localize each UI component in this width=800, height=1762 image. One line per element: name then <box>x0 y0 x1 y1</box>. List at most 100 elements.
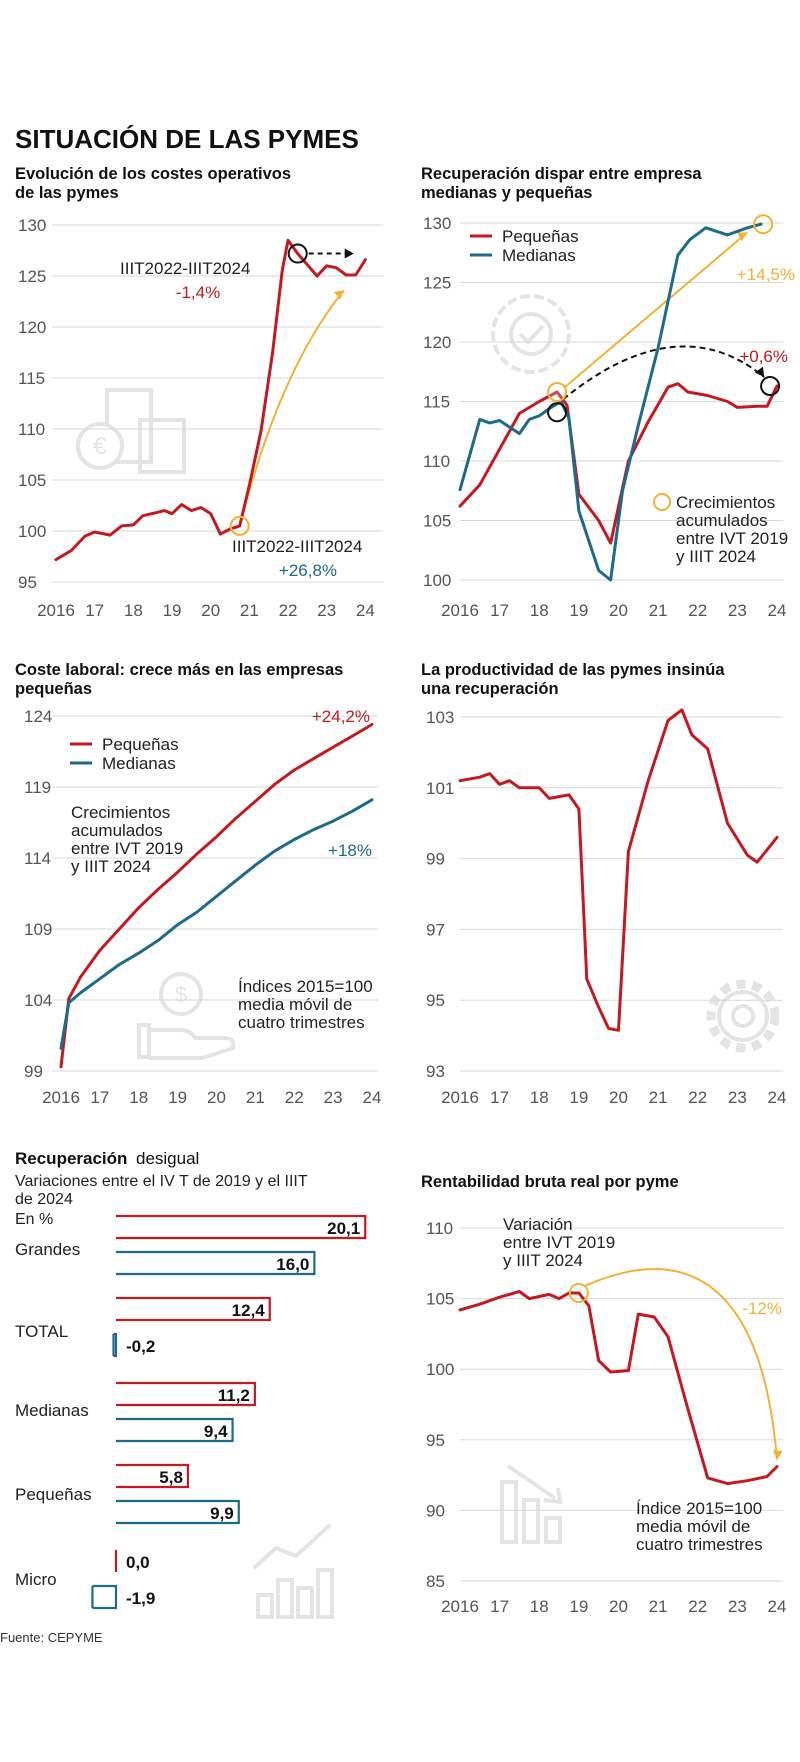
y-tick-label: 119 <box>24 778 51 797</box>
x-tick-label: 18 <box>124 601 143 620</box>
x-tick-label: 2016 <box>441 1597 479 1616</box>
end-marker <box>760 376 781 397</box>
x-tick-label: 23 <box>728 1088 747 1107</box>
y-tick-label: 99 <box>24 1062 43 1081</box>
coin-stack-icon <box>138 418 186 474</box>
x-tick-label: 2016 <box>37 601 75 620</box>
bar-chart-subtitle: de 2024 <box>15 1191 73 1208</box>
y-tick-label: 110 <box>423 452 450 471</box>
x-tick-label: 19 <box>569 601 588 620</box>
annotation-label: IIIT2022-IIIT2024 <box>120 259 250 278</box>
chart-title: La productividad de las pymes insinúa <box>421 661 725 679</box>
x-tick-label: 19 <box>569 1597 588 1616</box>
chart-title: medianas y pequeñas <box>421 184 593 202</box>
growth-chart-icon <box>276 1578 294 1619</box>
arrow-head <box>772 1450 783 1460</box>
arrow-head <box>754 366 765 378</box>
y-tick-label: 99 <box>426 850 445 869</box>
badge-icon <box>491 294 571 374</box>
badge-icon <box>509 312 553 356</box>
annotation-value: +0,6% <box>739 347 788 366</box>
y-tick-label: 105 <box>423 512 451 531</box>
x-tick-label: 21 <box>240 601 259 620</box>
arrow-head <box>736 232 748 242</box>
y-tick-label: 90 <box>426 1501 445 1520</box>
x-tick-label: 22 <box>688 1597 707 1616</box>
x-tick-label: 17 <box>490 1088 509 1107</box>
category-label: TOTAL <box>15 1322 68 1341</box>
x-tick-label: 17 <box>490 1597 509 1616</box>
series-line-rentabilidad <box>458 1290 779 1486</box>
x-tick-label: 18 <box>129 1088 148 1107</box>
trend-arrow <box>238 289 345 527</box>
arrow-head <box>344 248 354 259</box>
y-tick-label: 124 <box>24 707 52 726</box>
legend-label: Pequeñas <box>502 227 579 246</box>
x-tick-label: 2016 <box>441 601 479 620</box>
x-tick-label: 18 <box>530 601 549 620</box>
annotation-note: y IIIT 2024 <box>503 1251 583 1270</box>
y-tick-label: 95 <box>18 573 37 592</box>
bar-value-label: 20,1 <box>327 1219 360 1238</box>
series-line-productividad <box>458 708 779 1032</box>
decline-chart-icon <box>522 1498 540 1544</box>
decline-chart-icon <box>506 1464 557 1500</box>
x-tick-label: 18 <box>530 1088 549 1107</box>
category-label: Medianas <box>15 1401 89 1420</box>
y-tick-label: 114 <box>24 849 51 868</box>
annotation-label: IIIT2022-IIIT2024 <box>232 537 362 556</box>
y-tick-label: 95 <box>426 991 445 1010</box>
x-tick-label: 19 <box>163 601 182 620</box>
legend-label: Medianas <box>102 754 176 773</box>
y-tick-label: 110 <box>426 1219 453 1238</box>
y-tick-label: 130 <box>18 216 46 235</box>
category-label: Pequeñas <box>15 1485 92 1504</box>
annotation-note: entre IVT 2019 <box>676 529 788 548</box>
annotation-note: y IIIT 2024 <box>71 857 151 876</box>
bar-value-label: 11,2 <box>218 1386 250 1405</box>
start-marker <box>568 1282 589 1303</box>
x-tick-label: 2016 <box>441 1088 479 1107</box>
x-tick-label: 19 <box>569 1088 588 1107</box>
annotation-value: +14,5% <box>737 265 795 284</box>
series-line-costes-operativos <box>54 238 367 562</box>
dashed-arrow <box>562 345 765 401</box>
y-tick-label: 130 <box>423 214 451 233</box>
x-tick-label: 24 <box>768 601 787 620</box>
chart-title: Evolución de los costes operativos <box>15 165 291 183</box>
x-tick-label: 24 <box>768 1597 787 1616</box>
annotation-note: acumulados <box>676 511 768 530</box>
x-tick-label: 21 <box>649 1088 668 1107</box>
annotation-note: entre IVT 2019 <box>503 1233 615 1252</box>
bar-pequeñas <box>116 1296 271 1322</box>
bar-medianas <box>113 1332 118 1358</box>
start-marker <box>287 243 308 264</box>
gear-icon <box>706 979 780 1053</box>
annotation-note: Índice 2015=100 <box>636 1499 762 1518</box>
annotation-value: +26,8% <box>279 561 337 580</box>
series-line-pequeñas <box>59 723 374 1069</box>
y-tick-label: 125 <box>18 267 46 286</box>
annotation-note: cuatro trimestres <box>238 1013 365 1032</box>
x-tick-label: 18 <box>530 1597 549 1616</box>
start-marker <box>547 402 568 423</box>
x-tick-label: 20 <box>609 1597 628 1616</box>
bar-chart-subtitle: Variaciones entre el IV T de 2019 y el I… <box>15 1173 308 1190</box>
y-tick-label: 120 <box>423 333 451 352</box>
x-tick-label: 21 <box>649 601 668 620</box>
legend-marker <box>653 493 671 511</box>
bar-value-label: 5,8 <box>159 1468 183 1487</box>
growth-chart-icon <box>296 1586 314 1619</box>
bar-medianas <box>116 1250 316 1276</box>
x-tick-label: 23 <box>317 601 336 620</box>
x-tick-label: 23 <box>728 1597 747 1616</box>
gear-icon <box>717 990 769 1042</box>
trend-arrow <box>564 231 748 388</box>
series-line-medianas <box>458 222 763 582</box>
dollar-icon: $ <box>175 982 187 1007</box>
bar-value-label: 9,9 <box>210 1504 234 1523</box>
bar-chart-title: desigual <box>136 1149 199 1168</box>
x-tick-label: 17 <box>490 601 509 620</box>
y-tick-label: 109 <box>24 920 52 939</box>
